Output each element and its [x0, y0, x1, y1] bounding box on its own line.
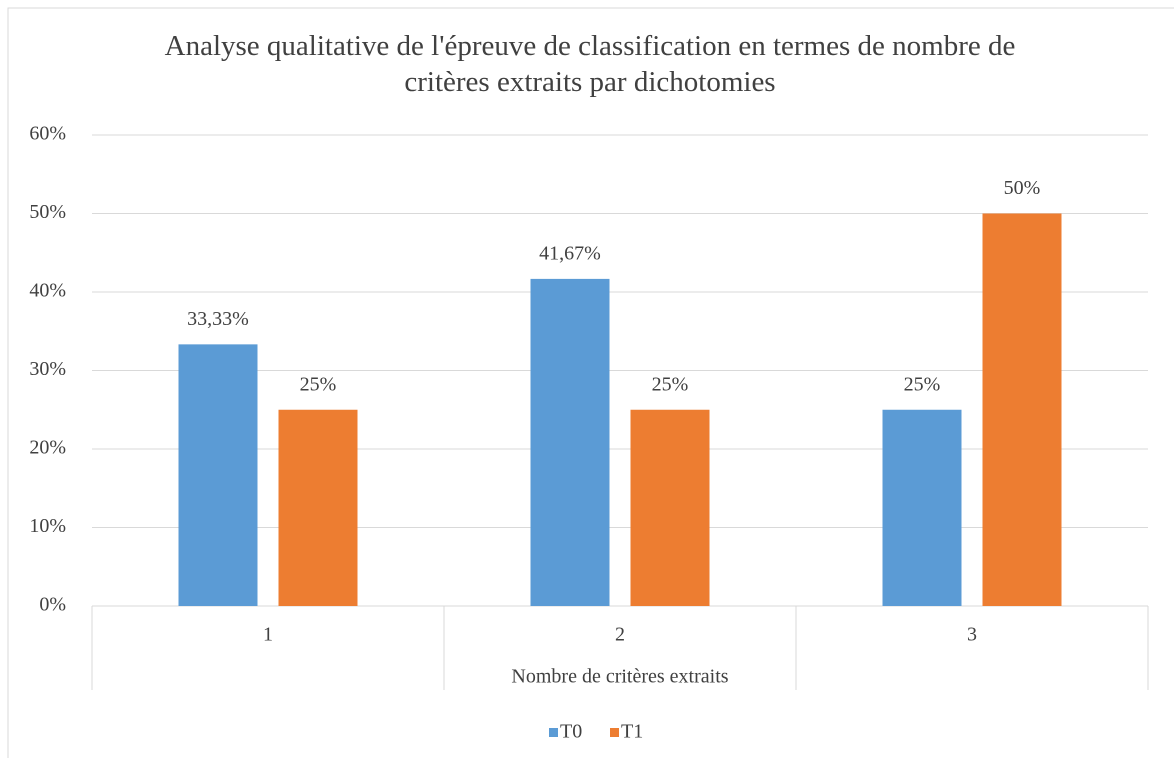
y-tick-label: 40%	[29, 280, 66, 302]
legend-label: T1	[621, 721, 643, 743]
data-label: 25%	[652, 373, 689, 395]
data-label: 41,67%	[539, 242, 601, 264]
chart-border	[7, 7, 1174, 758]
y-tick-label: 60%	[29, 123, 66, 145]
legend-swatch	[549, 728, 558, 737]
data-label: 25%	[904, 373, 941, 395]
y-tick-label: 10%	[29, 515, 66, 537]
x-tick-label: 1	[263, 624, 273, 646]
data-label: 33,33%	[187, 308, 249, 330]
bar	[882, 409, 962, 606]
chart-title: Analyse qualitative de l'épreuve de clas…	[164, 30, 1016, 98]
data-label: 50%	[1004, 177, 1041, 199]
bar	[278, 409, 358, 606]
y-tick-label: 0%	[39, 594, 66, 616]
x-tick-label: 2	[615, 624, 625, 646]
legend-swatch	[610, 728, 619, 737]
bar	[630, 409, 710, 606]
y-tick-label: 20%	[29, 437, 66, 459]
bar	[530, 278, 610, 606]
x-axis-label: Nombre de critères extraits	[511, 666, 728, 688]
x-tick-label: 3	[967, 624, 977, 646]
bar	[178, 344, 258, 606]
bar	[982, 213, 1062, 606]
data-label: 25%	[300, 373, 337, 395]
y-tick-label: 50%	[29, 201, 66, 223]
y-tick-label: 30%	[29, 358, 66, 380]
legend-label: T0	[560, 721, 582, 743]
